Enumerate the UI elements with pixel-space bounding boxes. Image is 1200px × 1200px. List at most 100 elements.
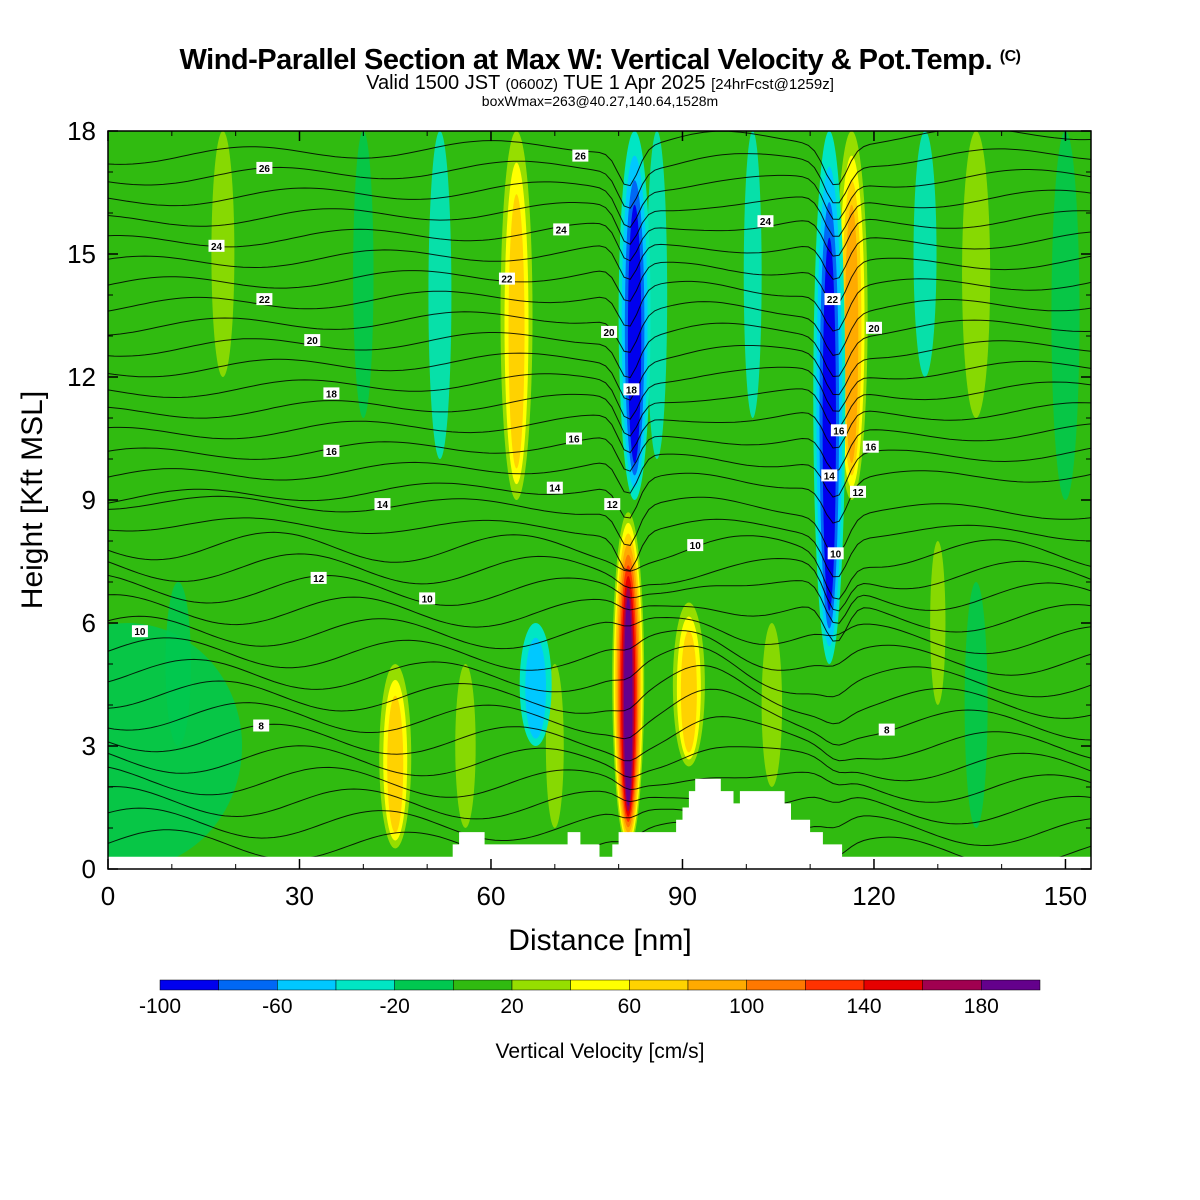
theta-label-bg	[256, 293, 273, 306]
field-streak	[913, 131, 937, 377]
colorbar-swatch	[335, 979, 395, 991]
field-streak	[930, 541, 946, 705]
theta-contour	[108, 664, 1091, 725]
theta-contour	[108, 340, 1091, 401]
y-tick-label: 12	[67, 362, 96, 392]
theta-label-text: 10	[422, 594, 434, 605]
theta-label-text: 20	[307, 336, 319, 347]
theta-label: 22	[824, 293, 841, 306]
theta-label-text: 20	[868, 324, 880, 335]
theta-label-bg	[553, 223, 570, 236]
theta-label-text: 8	[258, 722, 264, 733]
field-streak	[962, 131, 991, 418]
theta-label: 20	[601, 325, 618, 339]
theta-label-text: 16	[568, 435, 580, 446]
theta-label: 16	[323, 444, 340, 458]
y-tick-label: 3	[82, 731, 96, 761]
chart-subtitle-valid: Valid 1500 JST (0600Z) TUE 1 Apr 2025 [2…	[366, 72, 834, 94]
theta-label-text: 16	[865, 443, 877, 454]
theta-label-bg	[604, 498, 621, 511]
theta-label: 16	[830, 424, 847, 437]
theta-contour	[108, 169, 1091, 229]
colorbar-swatch	[453, 979, 513, 991]
theta-contour	[108, 517, 1091, 578]
theta-label-text: 10	[690, 541, 702, 552]
theta-label-text: 12	[852, 488, 864, 499]
theta-label-bg	[304, 334, 321, 347]
theta-label-text: 24	[760, 217, 772, 228]
theta-label: 20	[304, 334, 321, 347]
theta-label-text: 8	[884, 726, 890, 737]
theta-label-text: 14	[824, 471, 836, 482]
theta-contour	[108, 470, 1091, 524]
theta-label-text: 10	[134, 627, 146, 638]
x-tick-label: 30	[285, 881, 314, 911]
theta-label-bg	[323, 444, 340, 457]
theta-contour	[108, 231, 1091, 281]
theta-label: 14	[374, 498, 391, 511]
theta-contour-labels: 26 24 22 20 18 16 14 12 10 10 8 26 24 22 20 18 16 14 12 10 2…	[131, 149, 895, 737]
theta-label: 10	[131, 625, 148, 638]
colorbar-swatch	[863, 979, 923, 991]
theta-label-bg	[687, 539, 704, 552]
field-streak	[964, 582, 988, 828]
theta-label: 8	[253, 719, 270, 733]
colorbar-swatch	[511, 979, 571, 991]
theta-label-bg	[827, 547, 844, 560]
theta-label: 20	[865, 321, 882, 335]
theta-label: 14	[821, 469, 838, 482]
theta-label-text: 16	[833, 426, 845, 437]
theta-contour	[108, 716, 1091, 762]
colorbar-swatch	[922, 979, 982, 991]
theta-contour	[108, 189, 1091, 245]
colorbar-tick-label: -20	[379, 995, 409, 1018]
x-tick-label: 0	[101, 881, 115, 911]
theta-label-text: 22	[259, 295, 271, 306]
theta-contour	[108, 381, 1091, 437]
theta-label: 18	[323, 387, 340, 400]
theta-contour	[108, 766, 1091, 803]
theta-label-text: 18	[626, 385, 638, 396]
theta-label: 24	[757, 215, 774, 228]
colorbar-title: Vertical Velocity [cm/s]	[496, 1040, 705, 1063]
theta-contour	[108, 210, 1091, 262]
theta-contour	[108, 745, 1091, 782]
theta-label: 10	[687, 539, 704, 552]
colorbar-swatch	[570, 979, 630, 991]
theta-label-text: 14	[549, 484, 561, 495]
velocity-field	[108, 131, 1091, 869]
colorbar-swatch	[981, 979, 1041, 991]
theta-contour	[108, 402, 1091, 454]
theta-label-bg	[565, 432, 582, 445]
theta-label-bg	[253, 719, 270, 732]
field-streak	[108, 623, 243, 869]
theta-label: 16	[565, 432, 582, 446]
theta-label: 24	[553, 223, 570, 236]
theta-label-bg	[623, 383, 640, 396]
updraft-core	[508, 194, 525, 469]
theta-label-text: 14	[377, 500, 389, 511]
theta-label: 24	[208, 239, 225, 253]
colorbar-swatch	[277, 979, 337, 991]
theta-label: 12	[310, 571, 327, 585]
theta-label-bg	[256, 161, 273, 174]
theta-label-bg	[572, 149, 589, 162]
terrain-mask	[108, 778, 1091, 869]
updraft-core	[844, 204, 859, 464]
colorbar-swatch	[805, 979, 865, 991]
theta-label: 12	[850, 485, 867, 499]
theta-label-text: 24	[211, 242, 223, 253]
theta-contour	[108, 807, 1091, 847]
theta-label-bg	[862, 440, 879, 453]
theta-label-bg	[830, 424, 847, 437]
theta-contour	[108, 531, 1091, 600]
x-axis-title: Distance [nm]	[508, 924, 691, 957]
theta-label: 8	[878, 723, 895, 737]
theta-contour	[108, 495, 1091, 557]
theta-label-text: 22	[501, 275, 513, 286]
theta-contour	[108, 131, 1091, 187]
axes: 0 30 60 90 120 150 0 3 6 9 12 15 18	[67, 116, 1091, 911]
y-tick-label: 6	[82, 608, 96, 638]
x-tick-label: 120	[852, 881, 895, 911]
